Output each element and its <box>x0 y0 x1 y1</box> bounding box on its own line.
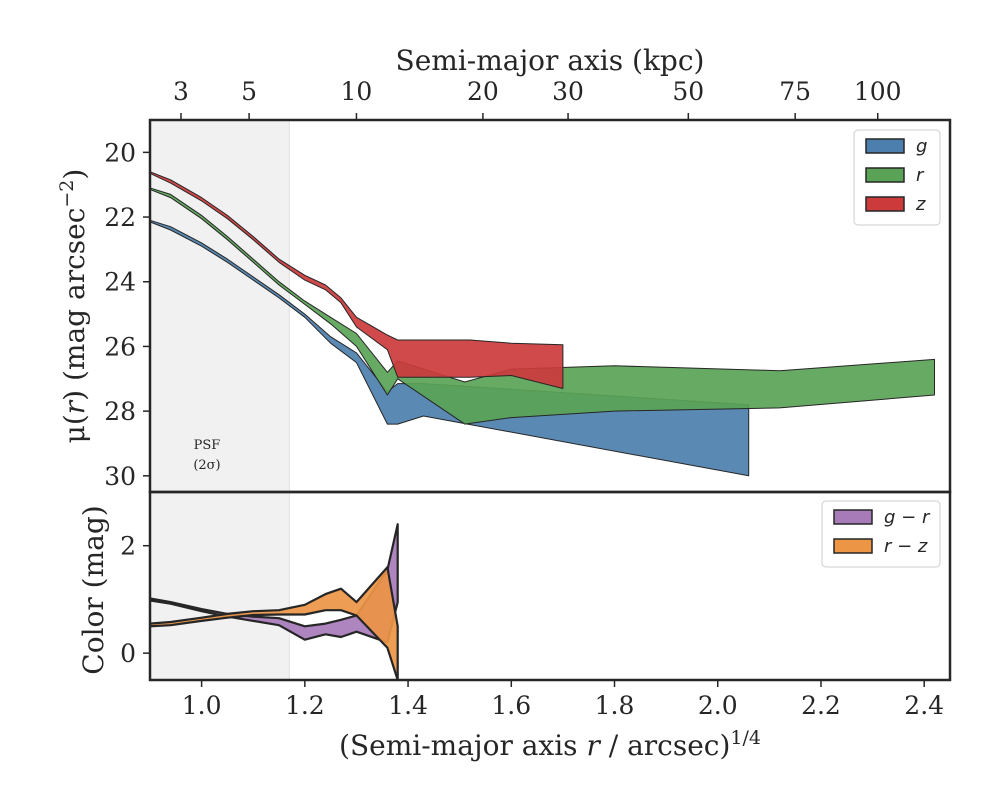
y-tick-label: 26 <box>104 332 136 361</box>
psf-region-top <box>150 120 290 492</box>
x-axis-title: (Semi-major axis r / arcsec)1/4 <box>339 727 761 762</box>
color-y-tick-label: 2 <box>120 532 136 561</box>
kpc-tick-label: 100 <box>854 77 902 106</box>
profile-series-group <box>151 171 935 477</box>
bottom-panel-frame <box>148 490 952 682</box>
legend-swatch-g-r <box>833 509 873 525</box>
legend-label-r: r <box>916 165 925 186</box>
legend-swatch-r-z <box>833 538 873 554</box>
legend-label-r-z: r − z <box>884 536 928 557</box>
x-tick-label: 2.4 <box>904 691 944 720</box>
legend-label-g: g <box>916 136 927 157</box>
x-tick-label: 1.8 <box>595 691 635 720</box>
top-axis-title: Semi-major axis (kpc) <box>396 44 705 77</box>
series-band-z <box>151 171 564 389</box>
y-tick-label: 24 <box>104 268 136 297</box>
kpc-tick-label: 30 <box>552 77 584 106</box>
kpc-tick-label: 20 <box>467 77 499 106</box>
y-tick-label: 20 <box>104 138 136 167</box>
x-tick-label: 1.2 <box>285 691 325 720</box>
color-y-tick-label: 0 <box>120 639 136 668</box>
legend-swatch-z <box>865 196 905 212</box>
top-y-axis-title: μ(r) (mag arcsec−2) <box>56 169 91 444</box>
x-tick-label: 2.2 <box>801 691 841 720</box>
y-tick-label: 30 <box>104 462 136 491</box>
kpc-tick-label: 5 <box>241 77 257 106</box>
kpc-tick-label: 3 <box>173 77 189 106</box>
kpc-tick-label: 75 <box>779 77 811 106</box>
y-tick-label: 28 <box>104 397 136 426</box>
psf-region-bottom <box>150 492 290 680</box>
legend-swatch-g <box>865 138 905 154</box>
legend-label-z: z <box>915 194 926 215</box>
x-tick-label: 1.6 <box>491 691 531 720</box>
color-series-group <box>151 523 399 680</box>
series-band-r-z <box>151 566 399 680</box>
axis-ticks: 1.0 1.2 1.4 1.6 1.8 2.0 2.2 2.4 20 22 24 26 28 30 0 2 3 5… <box>104 77 944 720</box>
x-tick-label: 1.0 <box>182 691 222 720</box>
legends: grz g − r r − z <box>821 129 941 568</box>
legend-label-g-r: g − r <box>884 507 931 528</box>
y-tick-label: 22 <box>104 203 136 232</box>
x-tick-label: 2.0 <box>698 691 738 720</box>
legend-swatch-r <box>865 167 905 183</box>
kpc-tick-label: 50 <box>672 77 704 106</box>
psf-label-line1: PSF <box>194 438 221 453</box>
bottom-y-axis-title: Color (mag) <box>77 505 110 674</box>
psf-label-line2: (2σ) <box>193 458 220 473</box>
x-tick-label: 1.4 <box>388 691 428 720</box>
kpc-tick-label: 10 <box>341 77 373 106</box>
